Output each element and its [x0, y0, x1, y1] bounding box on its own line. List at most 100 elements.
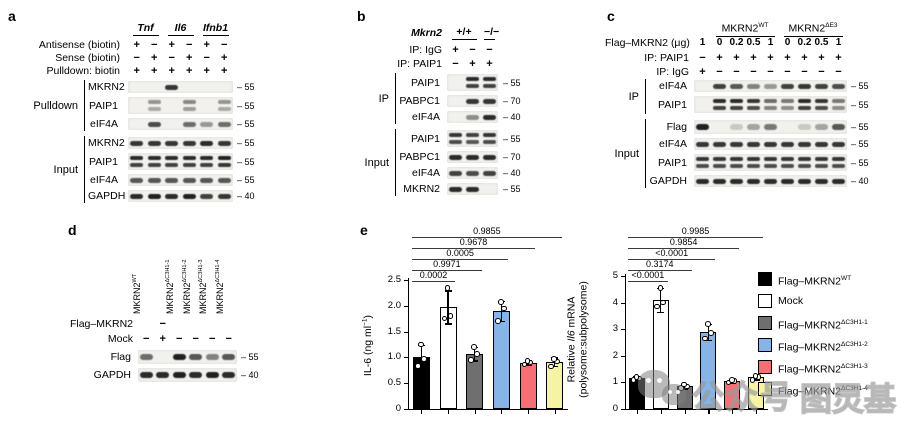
group-bracket — [84, 80, 86, 131]
blot-target-label: PAIP1 — [411, 76, 440, 89]
blot-band — [747, 157, 760, 161]
blot-band — [466, 154, 479, 160]
x-axis-line — [625, 409, 768, 411]
text-segment: ΔC3H1-3 — [841, 363, 868, 370]
blot-band — [466, 133, 479, 137]
blot-band — [222, 354, 235, 360]
blot-band — [449, 186, 462, 192]
condition-symbol: − — [203, 52, 210, 64]
blot-band — [781, 99, 794, 103]
blot-band — [147, 121, 161, 127]
blot-strip — [447, 183, 498, 195]
y-tick-mark — [404, 383, 408, 385]
blot-band — [713, 99, 726, 103]
blot-band — [205, 354, 219, 360]
error-bar-cap — [497, 321, 505, 323]
blot-band — [217, 193, 231, 199]
data-point — [468, 357, 474, 363]
blot-band — [764, 157, 777, 161]
blot-band — [713, 164, 726, 168]
blot-band — [217, 121, 231, 127]
blot-band — [747, 164, 760, 168]
blot-strip — [694, 120, 847, 134]
blot-band — [832, 99, 845, 103]
condition-symbol: − — [750, 66, 757, 78]
text-segment: MKRN2 — [788, 22, 826, 35]
y-axis-line — [625, 274, 627, 409]
significance-bracket — [628, 259, 716, 261]
lane-group-header: Ifnb1 — [202, 22, 229, 36]
panel-c: c MKRN2WT MKRN2ΔE3 Flag–MKRN2 (μg) 1 0 0.2 0.5… — [605, 6, 901, 211]
p-value-label: 0.9971 — [433, 259, 461, 269]
condition-symbol: − — [176, 333, 183, 345]
x-tick-mark — [708, 409, 710, 414]
blot-band — [764, 99, 777, 103]
blot-band — [798, 164, 811, 168]
molecular-weight-marker: – 55 — [237, 156, 255, 167]
error-bar-cap — [524, 365, 532, 367]
y-tick-label: 2.0 — [387, 299, 401, 311]
y-tick-label: 2.5 — [387, 274, 401, 285]
blot-band — [147, 107, 161, 111]
data-point — [471, 344, 478, 350]
panel-e-letter: e — [360, 222, 368, 238]
blot-band — [165, 156, 179, 160]
y-tick-label: 0 — [395, 403, 401, 414]
blot-group-label: Input — [53, 163, 78, 176]
error-bar-cap — [417, 370, 425, 372]
molecular-weight-marker: – 70 — [503, 96, 521, 106]
data-point — [729, 376, 735, 383]
p-value-label: <0.0001 — [655, 248, 689, 258]
lane-group-header: Il6 — [167, 22, 194, 36]
data-point — [420, 356, 427, 362]
condition-symbol: + — [469, 58, 476, 70]
error-bar — [500, 300, 502, 322]
text-segment: ΔC3H1-4 — [841, 385, 868, 392]
text-segment: WT — [841, 275, 852, 282]
lane-group-header: Tnf — [132, 22, 159, 36]
condition-symbol: + — [452, 44, 459, 56]
y-tick-mark — [404, 409, 408, 411]
data-point — [654, 303, 660, 310]
y-tick-mark — [621, 302, 625, 304]
blot-band — [483, 140, 496, 144]
error-bar — [447, 290, 449, 324]
blot-band — [832, 124, 845, 130]
blot-target-label: PAIP1 — [89, 155, 118, 168]
data-point — [708, 330, 714, 336]
blot-band — [147, 100, 161, 104]
text-segment: Mock — [778, 295, 804, 307]
blot-band — [747, 124, 760, 130]
molecular-weight-marker: – 40 — [237, 191, 255, 201]
condition-label: Antisense (biotin) — [38, 39, 120, 51]
legend-swatch — [758, 338, 772, 352]
blot-band — [466, 77, 479, 81]
condition-label: IP: IgG — [656, 66, 689, 78]
blot-band — [449, 133, 462, 137]
condition-symbol: − — [818, 66, 825, 78]
blot-band — [483, 84, 496, 88]
data-point — [705, 321, 711, 327]
condition-symbol: + — [733, 52, 740, 64]
panel-b: b Mkrn2 +/+ −/− IP: IgG + − − IP: PAIP1− + + PAIP1… — [357, 6, 592, 211]
blot-strip — [447, 151, 498, 163]
blot-strip — [128, 118, 233, 130]
blot-target-label: MKRN2 — [403, 183, 440, 195]
condition-symbol: − — [151, 39, 158, 51]
blot-strip — [447, 95, 498, 107]
condition-symbol: 1 — [835, 37, 842, 48]
error-bar-cap — [657, 311, 665, 314]
molecular-weight-marker: – 40 — [503, 112, 521, 122]
panel-a: a Tnf Il6 Ifnb1 Antisense (biotin) + − + − + − Sen… — [8, 6, 343, 211]
molecular-weight-marker: – 55 — [851, 157, 869, 168]
significance-bracket — [412, 281, 455, 283]
condition-symbol: + — [699, 66, 706, 78]
data-point — [494, 318, 501, 325]
group-bracket — [84, 136, 86, 203]
blot-band — [449, 170, 462, 176]
molecular-weight-marker: – 55 — [241, 352, 259, 362]
blot-strip — [447, 74, 498, 91]
blot-strip — [128, 190, 233, 202]
molecular-weight-marker: – 40 — [851, 176, 869, 186]
